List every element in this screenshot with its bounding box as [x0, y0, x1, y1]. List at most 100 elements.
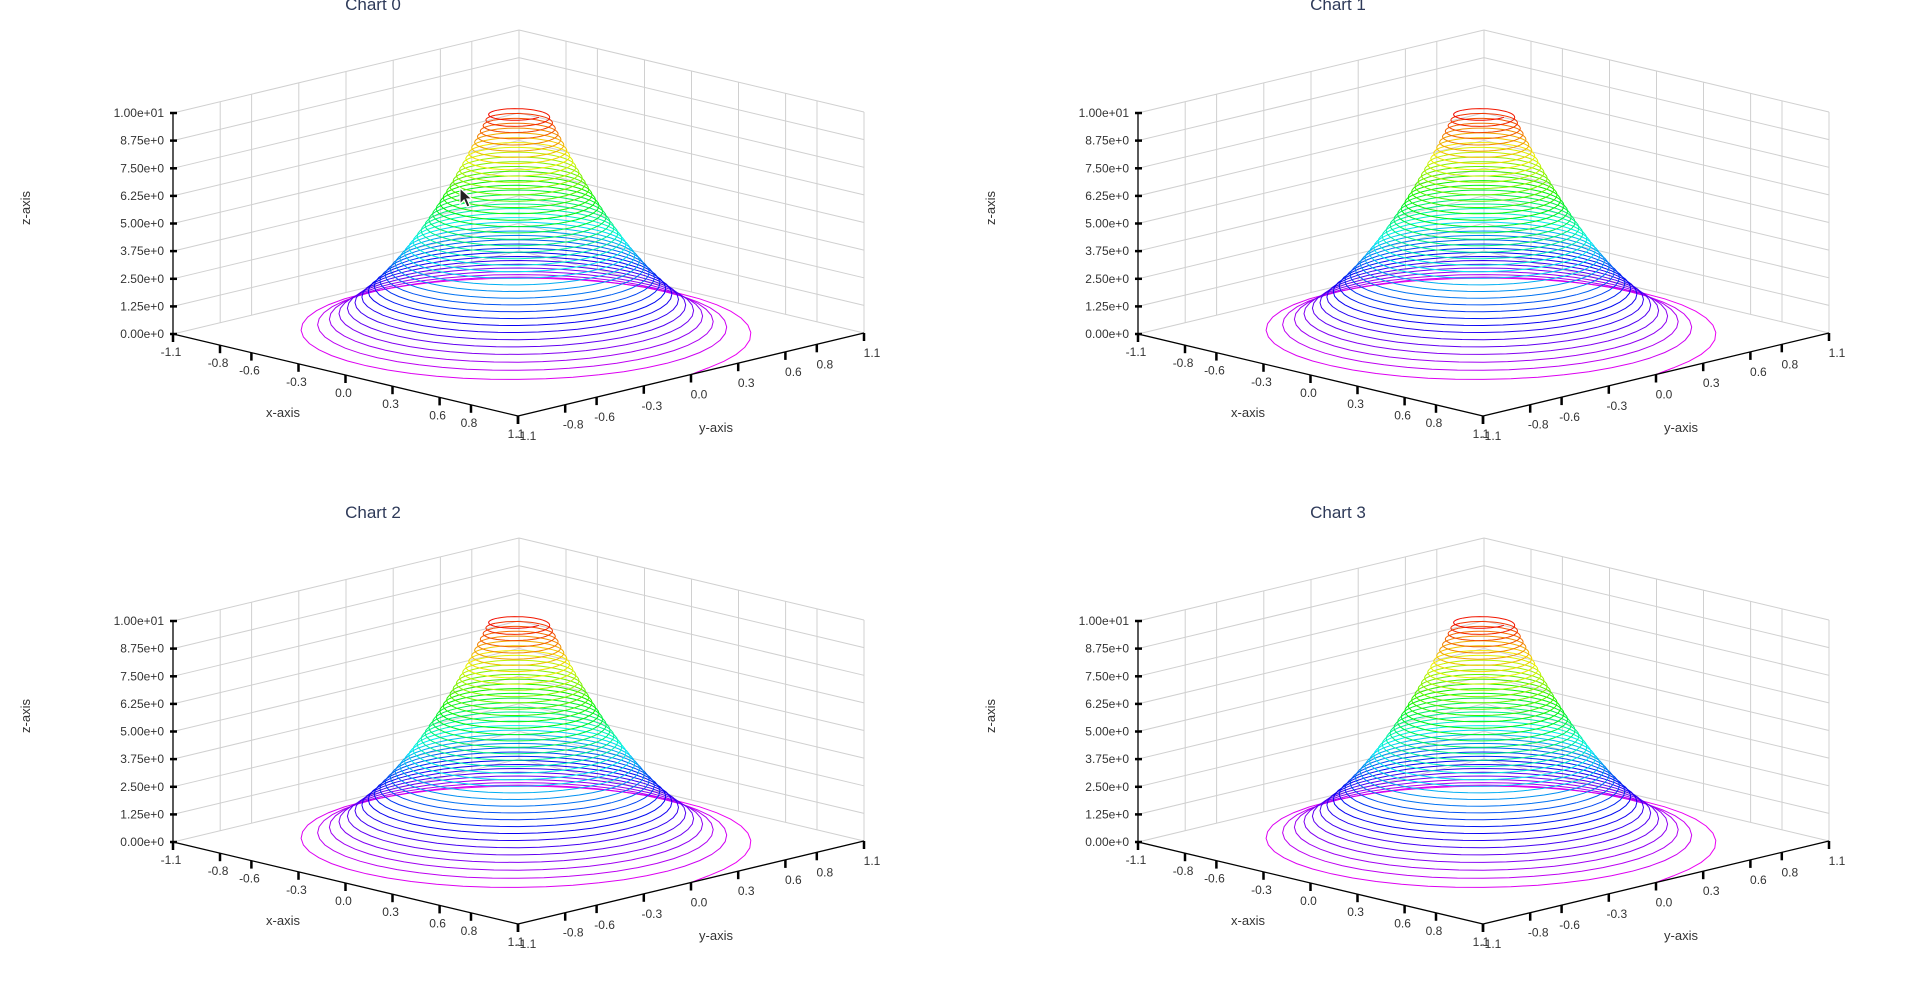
helix-segment: [317, 290, 658, 371]
chart-title: Chart 1: [1310, 0, 1366, 14]
helix-segment: [440, 729, 631, 778]
helix-segment: [1444, 124, 1510, 140]
helix-segment: [495, 621, 554, 638]
y-axis-label: y-axis: [699, 928, 733, 943]
helix-segment: [1359, 751, 1570, 801]
helix-segment: [408, 736, 595, 781]
helix-segment: [483, 650, 571, 674]
helix-segment: [1397, 199, 1544, 234]
grid-line: [172, 703, 520, 788]
helix-segment: [403, 741, 598, 787]
helix-segment: [354, 783, 633, 849]
helix-segment: [402, 771, 687, 843]
grid-line: [172, 648, 520, 732]
helix-segment: [1439, 161, 1548, 191]
grid-line: [1137, 140, 1485, 224]
x-tick-label: 0.0: [1300, 386, 1317, 400]
helix-segment: [1411, 688, 1534, 716]
helix-segment: [439, 697, 574, 729]
grid-line: [1137, 112, 1485, 197]
helix-segment: [435, 194, 576, 228]
helix-segment: [1453, 109, 1505, 121]
z-tick-label: 3.75e+0: [120, 752, 164, 766]
z-tick-label: 1.00e+01: [1079, 106, 1130, 120]
helix-segment: [1354, 247, 1573, 299]
helix-segment: [1439, 643, 1514, 660]
z-tick-label: 8.75e+0: [120, 642, 164, 656]
helix-segment: [416, 219, 590, 260]
helix-segment: [346, 787, 638, 856]
helix-segment: [452, 678, 564, 704]
z-tick-label: 2.50e+0: [1085, 780, 1129, 794]
helix-segment: [487, 640, 565, 662]
x-tick-label: 0.6: [429, 916, 446, 930]
helix-segment: [1433, 145, 1518, 165]
helix-segment: [487, 132, 565, 154]
helix-segment: [479, 632, 545, 648]
helix-segment: [1355, 778, 1669, 857]
helix-segment: [1303, 791, 1609, 863]
grid-line: [518, 758, 865, 842]
x-tick-label: -0.3: [1251, 375, 1272, 389]
grid-line: [1137, 592, 1485, 677]
helix-segment: [1373, 736, 1560, 781]
helix-segment: [459, 160, 560, 183]
helix-segment: [452, 203, 615, 246]
helix-segment: [1424, 668, 1525, 691]
helix-segment: [1411, 180, 1534, 208]
grid-line: [1483, 758, 1830, 842]
helix-segment: [1359, 243, 1570, 293]
helix-segment: [476, 637, 547, 654]
helix-segment: [419, 755, 661, 817]
grid-line: [1483, 140, 1830, 223]
y-tick-label: 1.1: [1829, 854, 1846, 868]
helix-segment: [459, 668, 560, 691]
y-tick-label: 0.0: [1656, 896, 1673, 910]
helix-segment: [1447, 119, 1508, 134]
grid-line: [518, 84, 865, 168]
x-tick-label: -1.1: [1126, 345, 1147, 359]
helix-segment: [1397, 707, 1544, 742]
helix-segment: [412, 224, 592, 266]
x-axis-label: x-axis: [266, 405, 300, 420]
z-axis-label: z-axis: [983, 699, 998, 733]
helix-segment: [1458, 625, 1521, 644]
z-tick-label: 2.50e+0: [120, 272, 164, 286]
grid-line: [172, 195, 520, 280]
y-tick-label: 1.1: [1829, 346, 1846, 360]
grid-line: [518, 112, 865, 196]
grid-line: [172, 730, 520, 815]
helix-segment: [1402, 734, 1601, 785]
y-tick-label: 0.0: [1656, 388, 1673, 402]
z-tick-label: 1.00e+01: [1079, 614, 1130, 628]
z-tick-label: 8.75e+0: [1085, 134, 1129, 148]
helix-segment: [468, 653, 553, 673]
helix-segment: [443, 217, 627, 264]
y-tick-label: -0.6: [594, 410, 615, 424]
grid-line: [518, 620, 865, 704]
helix-segment: [1319, 275, 1598, 341]
helix-segment: [346, 279, 638, 348]
helix-segment: [389, 247, 608, 299]
helix-segment: [415, 759, 667, 823]
helix-segment: [354, 275, 633, 341]
helix-segment: [1420, 165, 1527, 190]
helix-segment: [1434, 170, 1555, 203]
helix-segment: [460, 189, 604, 227]
z-tick-label: 2.50e+0: [120, 780, 164, 794]
z-tick-label: 5.00e+0: [120, 725, 164, 739]
helix-segment: [399, 238, 602, 286]
y-tick-label: 0.6: [785, 873, 802, 887]
x-tick-label: 0.6: [429, 408, 446, 422]
z-tick-label: 7.50e+0: [120, 161, 164, 175]
helix-segment: [491, 630, 559, 650]
helix-segment: [367, 266, 624, 327]
x-tick-label: -0.6: [1204, 364, 1225, 378]
helix-segment: [485, 622, 541, 635]
x-tick-label: -0.3: [1251, 883, 1272, 897]
grid-line: [1137, 537, 1485, 622]
helix-segment: [1326, 270, 1593, 334]
helix-segment: [1424, 160, 1525, 183]
helix-segment: [468, 145, 553, 165]
